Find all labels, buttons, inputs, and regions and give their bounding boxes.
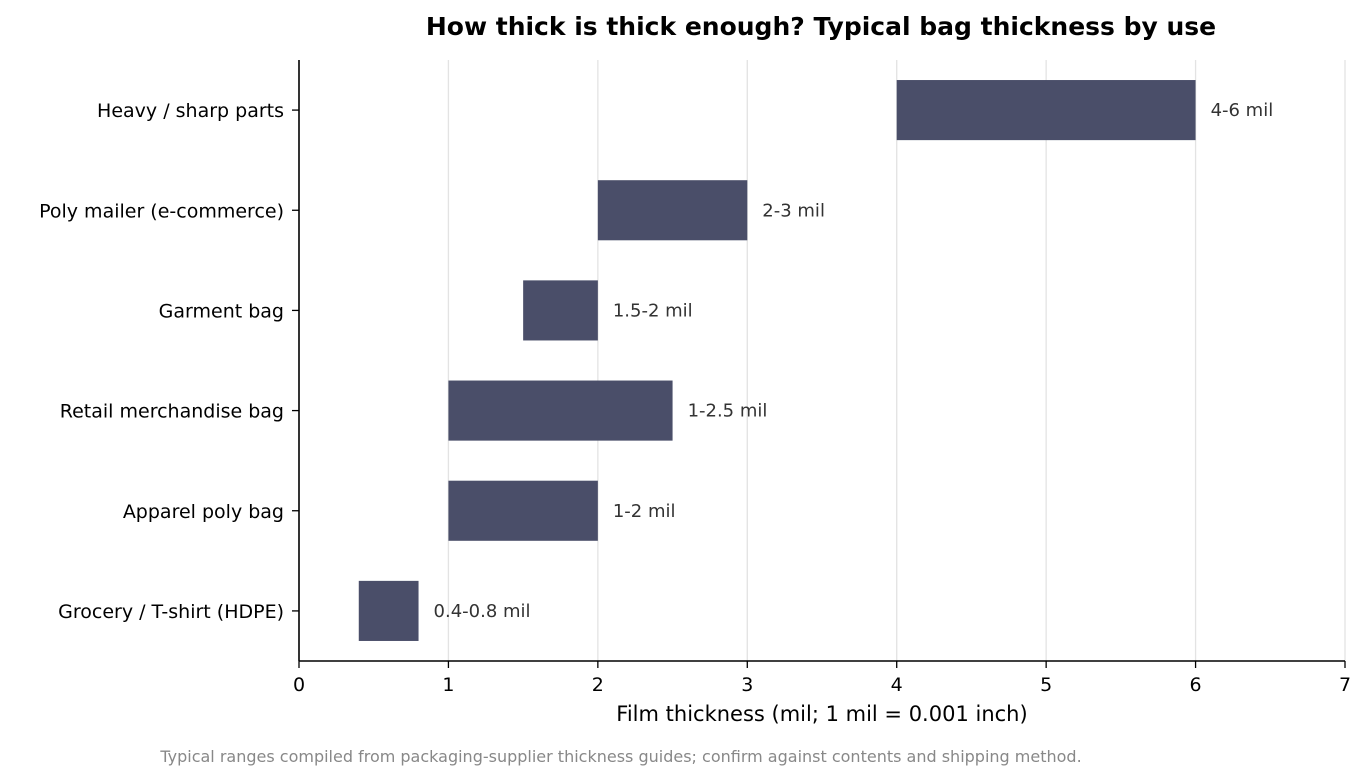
x-tick-label: 1 bbox=[442, 674, 454, 696]
bar bbox=[597, 180, 748, 241]
category-label: Retail merchandise bag bbox=[60, 401, 284, 423]
x-axis-ticks: 0 1 2 3 4 5 6 7 bbox=[293, 661, 1351, 696]
x-tick-label: 0 bbox=[293, 674, 305, 696]
data-label: 1.5-2 mil bbox=[613, 300, 693, 321]
x-axis-label: Film thickness (mil; 1 mil = 0.001 inch) bbox=[616, 702, 1027, 726]
source-note: Typical ranges compiled from packaging-s… bbox=[159, 747, 1081, 766]
x-tick-label: 7 bbox=[1339, 674, 1351, 696]
bar bbox=[448, 380, 673, 441]
category-label: Grocery / T-shirt (HDPE) bbox=[58, 601, 284, 623]
x-tick-label: 5 bbox=[1040, 674, 1052, 696]
bar bbox=[448, 480, 598, 541]
data-label: 2-3 mil bbox=[762, 200, 825, 221]
bars bbox=[358, 80, 1196, 641]
data-label: 0.4-0.8 mil bbox=[434, 601, 531, 622]
x-tick-label: 4 bbox=[891, 674, 903, 696]
bar bbox=[358, 580, 419, 641]
bar bbox=[896, 80, 1196, 141]
data-label: 4-6 mil bbox=[1211, 100, 1274, 121]
chart-title: How thick is thick enough? Typical bag t… bbox=[426, 12, 1216, 41]
x-tick-label: 2 bbox=[592, 674, 604, 696]
x-tick-label: 3 bbox=[741, 674, 753, 696]
bar bbox=[523, 280, 598, 341]
gridlines bbox=[447, 60, 1346, 661]
x-tick-label: 6 bbox=[1190, 674, 1202, 696]
data-label: 1-2 mil bbox=[613, 501, 676, 522]
category-label: Heavy / sharp parts bbox=[97, 100, 284, 122]
category-label: Garment bag bbox=[159, 300, 284, 322]
data-label: 1-2.5 mil bbox=[688, 401, 768, 422]
category-label: Apparel poly bag bbox=[123, 501, 284, 523]
category-label: Poly mailer (e-commerce) bbox=[39, 200, 284, 222]
y-axis-ticks: Heavy / sharp parts Poly mailer (e-commer… bbox=[39, 100, 299, 623]
data-labels: 4-6 mil 2-3 mil 1.5-2 mil 1-2.5 mil 1-2 mil 0… bbox=[434, 100, 1274, 622]
